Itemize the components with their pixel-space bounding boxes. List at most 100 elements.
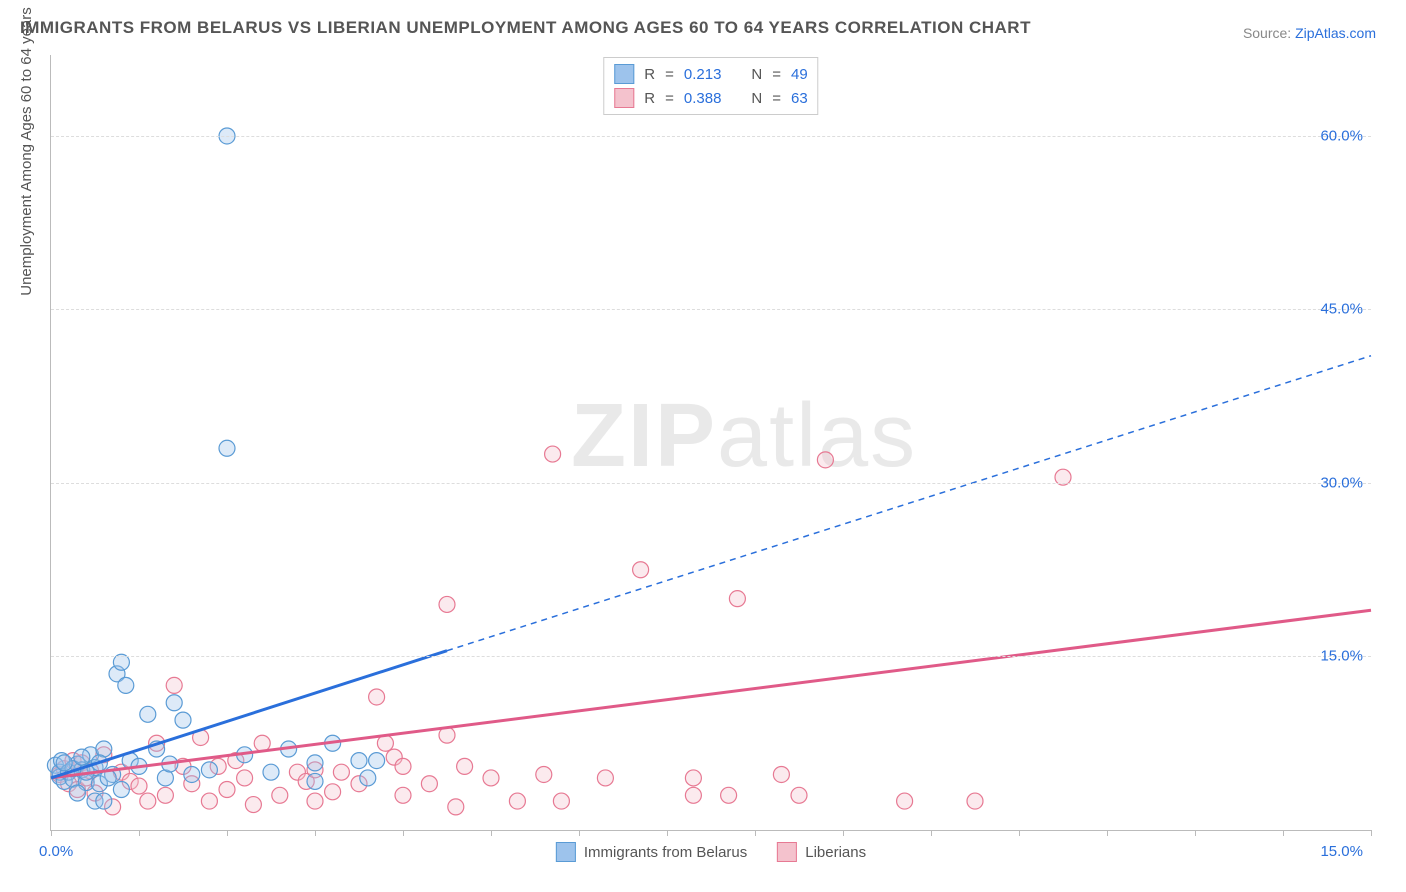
- x-tick: [491, 830, 492, 836]
- data-point: [131, 778, 147, 794]
- n-value: 63: [791, 90, 808, 107]
- series-legend: Immigrants from Belarus Liberians: [556, 842, 866, 862]
- data-point: [263, 764, 279, 780]
- r-value: 0.213: [684, 66, 722, 83]
- x-tick: [1371, 830, 1372, 836]
- data-point: [897, 793, 913, 809]
- x-tick: [1019, 830, 1020, 836]
- data-point: [325, 784, 341, 800]
- r-label: R: [644, 90, 655, 107]
- data-point: [351, 753, 367, 769]
- data-point: [219, 440, 235, 456]
- data-point: [457, 758, 473, 774]
- data-point: [773, 766, 789, 782]
- equals: =: [772, 66, 781, 83]
- x-tick: [1195, 830, 1196, 836]
- data-point: [254, 735, 270, 751]
- swatch-icon: [556, 842, 576, 862]
- data-point: [509, 793, 525, 809]
- n-label: N: [751, 90, 762, 107]
- equals: =: [665, 90, 674, 107]
- source-link[interactable]: ZipAtlas.com: [1295, 25, 1376, 41]
- x-tick: [403, 830, 404, 836]
- data-point: [140, 706, 156, 722]
- data-point: [245, 797, 261, 813]
- data-point: [633, 562, 649, 578]
- n-label: N: [751, 66, 762, 83]
- data-point: [184, 766, 200, 782]
- data-point: [166, 677, 182, 693]
- x-tick: [931, 830, 932, 836]
- data-point: [369, 689, 385, 705]
- r-label: R: [644, 66, 655, 83]
- data-point: [729, 591, 745, 607]
- x-tick: [667, 830, 668, 836]
- chart-svg: [51, 55, 1371, 830]
- x-tick: [1107, 830, 1108, 836]
- data-point: [791, 787, 807, 803]
- chart-title: IMMIGRANTS FROM BELARUS VS LIBERIAN UNEM…: [20, 18, 1031, 38]
- legend-item-belarus: Immigrants from Belarus: [556, 842, 747, 862]
- data-point: [272, 787, 288, 803]
- y-axis-title: Unemployment Among Ages 60 to 64 years: [18, 7, 35, 296]
- y-tick-label: 15.0%: [1320, 648, 1363, 665]
- data-point: [219, 782, 235, 798]
- data-point: [685, 770, 701, 786]
- x-tick: [579, 830, 580, 836]
- data-point: [721, 787, 737, 803]
- data-point: [333, 764, 349, 780]
- x-tick: [51, 830, 52, 836]
- swatch-icon: [614, 88, 634, 108]
- data-point: [483, 770, 499, 786]
- data-point: [307, 773, 323, 789]
- gridline: [51, 136, 1371, 137]
- x-axis-min-label: 0.0%: [39, 843, 73, 860]
- legend-row-liberians: R = 0.388 N = 63: [614, 86, 807, 110]
- scatter-plot: ZIPatlas R = 0.213 N = 49 R = 0.388 N = …: [50, 55, 1371, 831]
- source-label: Source:: [1243, 25, 1295, 41]
- data-point: [69, 785, 85, 801]
- gridline: [51, 483, 1371, 484]
- data-point: [545, 446, 561, 462]
- x-tick: [843, 830, 844, 836]
- data-point: [237, 770, 253, 786]
- legend-label: Liberians: [805, 844, 866, 861]
- data-point: [201, 762, 217, 778]
- data-point: [395, 787, 411, 803]
- gridline: [51, 309, 1371, 310]
- data-point: [536, 766, 552, 782]
- gridline: [51, 656, 1371, 657]
- data-point: [201, 793, 217, 809]
- data-point: [74, 749, 90, 765]
- x-tick: [755, 830, 756, 836]
- legend-label: Immigrants from Belarus: [584, 844, 747, 861]
- data-point: [448, 799, 464, 815]
- data-point: [118, 677, 134, 693]
- x-tick: [1283, 830, 1284, 836]
- data-point: [395, 758, 411, 774]
- data-point: [166, 695, 182, 711]
- data-point: [56, 755, 72, 771]
- data-point: [360, 770, 376, 786]
- data-point: [421, 776, 437, 792]
- regression-line-liberians: [51, 610, 1371, 778]
- equals: =: [772, 90, 781, 107]
- data-point: [307, 793, 323, 809]
- legend-item-liberians: Liberians: [777, 842, 866, 862]
- swatch-icon: [614, 64, 634, 84]
- data-point: [967, 793, 983, 809]
- source-attribution: Source: ZipAtlas.com: [1243, 25, 1376, 41]
- r-value: 0.388: [684, 90, 722, 107]
- y-tick-label: 45.0%: [1320, 301, 1363, 318]
- x-axis-max-label: 15.0%: [1320, 843, 1363, 860]
- x-tick: [315, 830, 316, 836]
- data-point: [369, 753, 385, 769]
- data-point: [597, 770, 613, 786]
- data-point: [175, 712, 191, 728]
- data-point: [817, 452, 833, 468]
- data-point: [307, 755, 323, 771]
- n-value: 49: [791, 66, 808, 83]
- data-point: [685, 787, 701, 803]
- data-point: [157, 787, 173, 803]
- swatch-icon: [777, 842, 797, 862]
